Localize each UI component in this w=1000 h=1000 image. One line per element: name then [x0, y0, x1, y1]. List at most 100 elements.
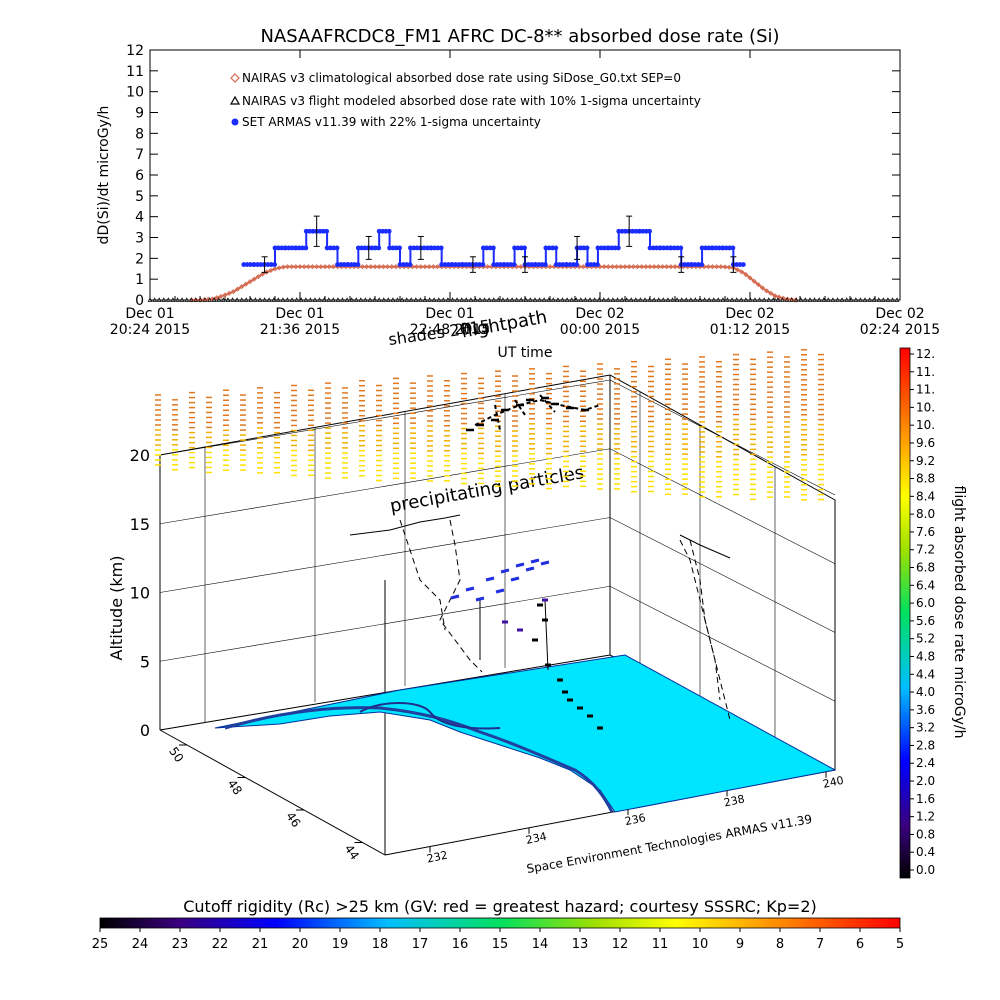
- flight-modeled-point: [486, 297, 492, 302]
- armas-point: [574, 262, 580, 267]
- right-colorbar-tick-label: 12.: [916, 347, 935, 361]
- armas-point: [300, 245, 305, 251]
- flight-modeled-point: [638, 297, 643, 302]
- flight-modeled-point: [303, 297, 309, 302]
- armas-point: [658, 245, 663, 251]
- flight-modeled-point: [367, 297, 373, 302]
- armas-point: [386, 228, 392, 234]
- y-tick-label: 0: [135, 293, 144, 309]
- right-colorbar-tick-label: 4.0: [916, 685, 935, 699]
- armas-point: [414, 245, 420, 251]
- flight-modeled-point: [821, 297, 827, 302]
- armas-point: [685, 262, 691, 267]
- flight-modeled-point: [734, 297, 740, 302]
- flight-modeled-point: [775, 297, 781, 302]
- climatological-point: [380, 264, 386, 270]
- latitude-tick-label: 48: [225, 777, 245, 798]
- flight-modeled-point: [683, 297, 689, 302]
- climatological-point: [318, 264, 324, 270]
- right-colorbar-tick-label: 3.6: [916, 703, 935, 717]
- altitude-tick-label: 15: [130, 515, 150, 534]
- armas-point: [730, 245, 736, 251]
- climatological-point: [751, 278, 757, 284]
- climatological-point: [659, 264, 666, 270]
- armas-point: [654, 245, 660, 251]
- armas-point: [421, 245, 427, 251]
- bottom-colorbar-tick-label: 10: [692, 937, 709, 952]
- right-colorbar-tick-label: 6.0: [916, 596, 935, 610]
- armas-point: [647, 245, 653, 251]
- legend-marker-triangle: [229, 95, 241, 105]
- blue-dose-marker: [485, 576, 495, 582]
- bottom-colorbar-tick-label: 12: [612, 937, 629, 952]
- x-tick-label-date: Dec 02: [575, 306, 624, 322]
- climatological-point: [259, 271, 266, 277]
- armas-point: [695, 262, 701, 267]
- climatological-point: [614, 264, 620, 270]
- flight-modeled-point: [482, 297, 487, 302]
- flight-modeled-point: [789, 297, 795, 302]
- armas-point: [435, 245, 441, 251]
- armas-point: [307, 228, 312, 234]
- climatological-point: [647, 264, 653, 270]
- armas-point: [317, 228, 323, 234]
- bottom-colorbar-tick-label: 5: [896, 937, 904, 952]
- flight-modeled-point: [294, 297, 300, 302]
- armas-point: [376, 228, 382, 234]
- climatological-point: [739, 269, 745, 275]
- climatological-point: [426, 264, 432, 270]
- armas-point: [324, 245, 330, 251]
- right-colorbar-label: flight absorbed dose rate microGy/h: [951, 486, 967, 739]
- flight-modeled-point: [198, 297, 203, 302]
- climatological-point: [314, 264, 320, 270]
- armas-point: [335, 262, 340, 267]
- armas-point: [647, 228, 652, 234]
- armas-point: [303, 245, 309, 251]
- flight-modeled-point: [321, 297, 327, 302]
- armas-point: [543, 245, 549, 251]
- right-colorbar-tick-label: 7.6: [916, 525, 935, 539]
- bottom-colorbar-tick-label: 24: [132, 937, 149, 952]
- climatological-point: [722, 264, 728, 270]
- flight-modeled-point: [537, 297, 542, 302]
- armas-point: [585, 262, 590, 267]
- flight-modeled-point: [505, 297, 510, 302]
- flight-modeled-point: [340, 297, 345, 302]
- flight-modeled-point: [285, 297, 290, 302]
- flight-modeled-point: [253, 297, 258, 302]
- right-colorbar-tick-label: 0.8: [916, 827, 935, 841]
- climatological-point: [755, 282, 761, 288]
- armas-point: [564, 262, 570, 267]
- armas-point: [595, 245, 601, 251]
- flight-modeled-point: [459, 297, 465, 302]
- flight-modeled-point: [477, 297, 483, 302]
- armas-point: [505, 262, 510, 267]
- armas-point: [539, 262, 545, 267]
- flight-modeled-point: [601, 297, 607, 302]
- right-colorbar-tick-label: 8.4: [916, 489, 935, 503]
- climatological-point: [764, 288, 770, 294]
- flight-modeled-point: [583, 297, 588, 302]
- armas-point: [439, 262, 445, 267]
- climatological-point: [705, 264, 711, 270]
- flight-modeled-point: [147, 297, 153, 302]
- flight-modeled-point: [550, 297, 556, 302]
- blue-dose-marker: [500, 568, 510, 574]
- longitude-tick-label: 238: [723, 792, 746, 809]
- flight-modeled-point: [839, 297, 845, 302]
- flight-modeled-point: [738, 297, 744, 302]
- armas-point: [553, 262, 559, 267]
- flight-modeled-point: [780, 297, 785, 302]
- flight-modeled-point: [271, 297, 277, 302]
- flight-modeled-point: [445, 297, 451, 302]
- armas-point: [682, 262, 687, 267]
- armas-point: [595, 262, 600, 267]
- flight-modeled-point: [660, 297, 666, 302]
- armas-point: [283, 245, 288, 251]
- flight-modeled-point: [729, 297, 735, 302]
- flight-modeled-point: [573, 297, 579, 302]
- x-tick-label-date: Dec 01: [425, 306, 474, 322]
- flight-modeled-point: [812, 297, 817, 302]
- armas-point: [615, 245, 621, 251]
- bottom-colorbar-tick-label: 6: [856, 937, 864, 952]
